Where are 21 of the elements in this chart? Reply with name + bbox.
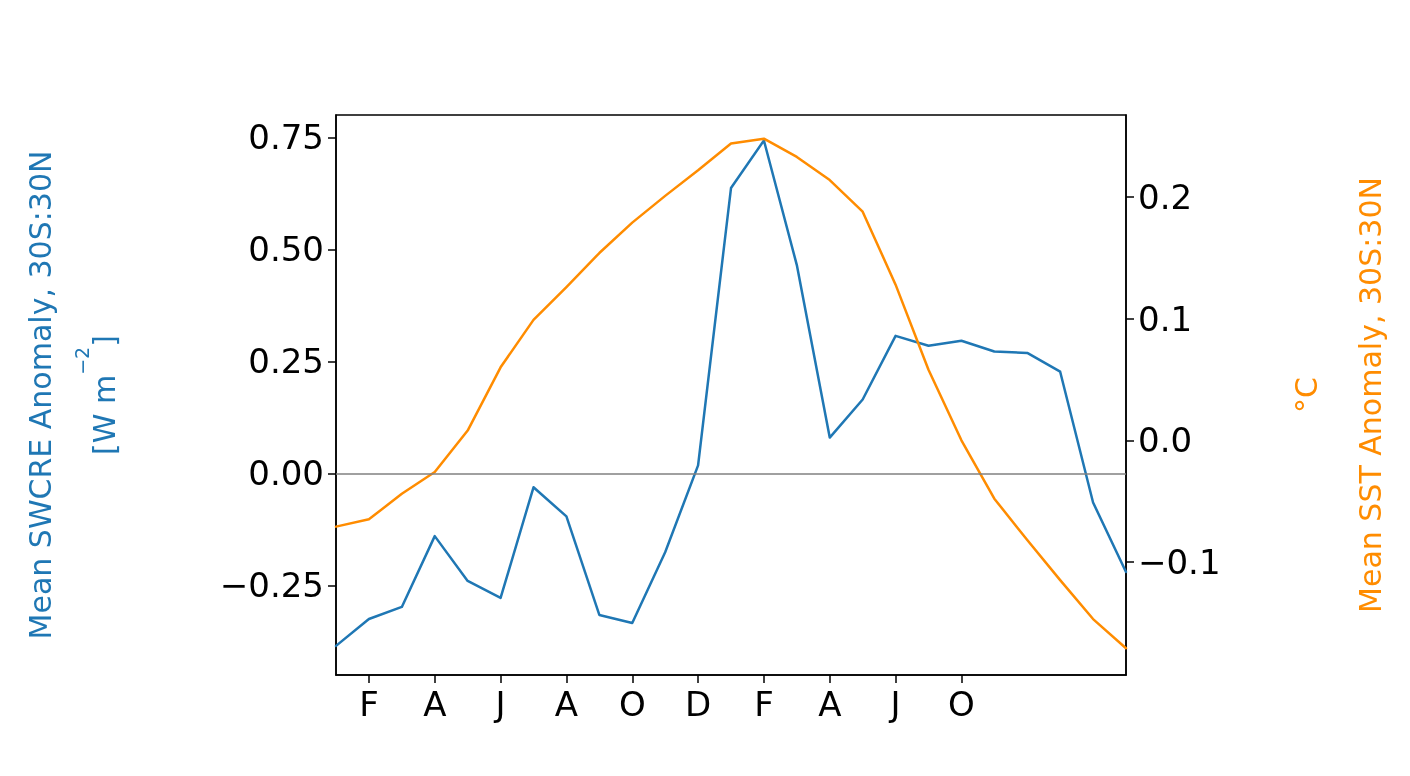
x-tick-label: F <box>359 684 379 724</box>
y-axis-title: Mean SWCRE Anomaly, 30S:30N [W m−2] <box>22 150 122 640</box>
y2-tick-label: 0.1 <box>1138 298 1193 339</box>
x-tick-label: J <box>888 684 901 724</box>
y2-tick-label: −0.1 <box>1138 541 1221 582</box>
x-tick-label: F <box>754 684 774 724</box>
y-tick-label: 0.50 <box>248 229 324 270</box>
y-tick-label: 0.25 <box>248 341 324 382</box>
y-tick-label: 0.75 <box>248 117 324 158</box>
y2-tick-label: 0.0 <box>1138 420 1193 461</box>
x-tick-label: J <box>493 684 506 724</box>
x-tick-label: D <box>684 684 712 724</box>
x-tick-label: O <box>618 684 646 724</box>
y2-axis-title: °C Mean SST Anomaly, 30S:30N <box>1288 177 1388 613</box>
y2-tick-label: 0.2 <box>1138 177 1193 218</box>
y-tick-label: −0.25 <box>219 565 324 606</box>
x-tick-label: A <box>554 684 579 724</box>
y-tick-label: 0.00 <box>248 453 324 494</box>
x-tick-label: A <box>423 684 447 724</box>
x-tick-label: A <box>818 684 842 724</box>
x-tick-label: O <box>948 684 975 724</box>
